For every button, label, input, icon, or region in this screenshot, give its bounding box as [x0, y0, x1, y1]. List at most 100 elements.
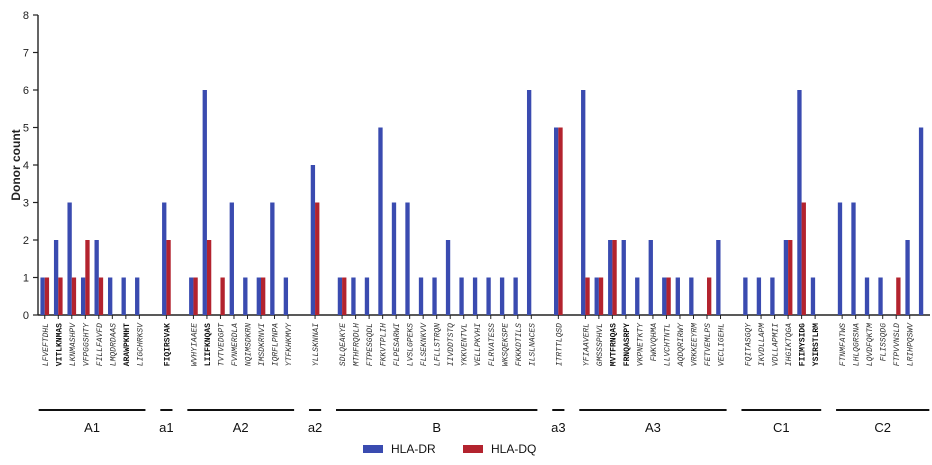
peptide-label: FRNQASRPY — [623, 323, 632, 366]
y-tick-label: 1 — [23, 273, 29, 285]
peptide-label: FIIMYSIDG — [799, 323, 808, 366]
bar-hla-dr — [648, 240, 653, 315]
peptide-label: VELLPKVHI — [474, 323, 483, 366]
bar-hla-dr — [229, 202, 234, 315]
bar-hla-dr — [459, 277, 464, 315]
bar-hla-dr — [864, 277, 870, 315]
group-label: a1 — [159, 420, 173, 435]
bar-hla-dr — [94, 240, 99, 315]
bar-hla-dr — [837, 202, 843, 315]
bar-hla-dq — [612, 240, 617, 315]
bar-hla-dr — [351, 277, 356, 315]
bar-hla-dr — [432, 277, 437, 315]
peptide-label: FKKKDTILS — [515, 323, 524, 366]
y-tick-label: 8 — [23, 10, 29, 22]
bar-hla-dr — [743, 277, 748, 315]
group-label: A3 — [645, 420, 661, 435]
y-tick-label: 2 — [23, 235, 29, 247]
peptide-label: FTNMFATWS — [839, 323, 848, 366]
bar-hla-dr — [581, 90, 586, 315]
bar-hla-dr — [851, 202, 856, 315]
bar-hla-dr — [905, 240, 910, 315]
group-label: C2 — [874, 420, 891, 435]
bar-hla-dq — [598, 277, 604, 315]
bar-hla-dr — [405, 202, 410, 315]
bar-hla-dr — [810, 277, 816, 315]
peptide-label: LFVEFTDHL — [42, 323, 51, 366]
peptide-label: IMSDKRNVI — [258, 323, 267, 366]
peptide-label: TVTVEDGPT — [217, 322, 226, 366]
bar-hla-dq — [896, 277, 901, 315]
bar-hla-dq — [342, 277, 347, 315]
bar-hla-dr — [202, 90, 207, 315]
bar-hla-dr — [80, 277, 86, 315]
legend-label-hla-dr: HLA-DR — [391, 442, 436, 456]
bar-hla-dq — [558, 127, 563, 315]
bar-hla-dr — [364, 277, 370, 315]
bar-hla-dr — [135, 277, 140, 315]
bar-hla-dr — [770, 277, 775, 315]
y-tick-label: 5 — [23, 123, 29, 135]
bar-hla-dr — [716, 240, 721, 315]
peptide-label: FQITASGQY — [745, 322, 754, 366]
bar-hla-dr — [108, 277, 113, 315]
bar-hla-dr — [554, 127, 559, 315]
bar-hla-dr — [270, 202, 275, 315]
peptide-label: IQRFLPNPA — [272, 323, 281, 366]
bar-hla-dr — [391, 202, 397, 315]
peptide-label: FLRVATESS — [488, 323, 497, 366]
bar-hla-dr — [756, 277, 762, 315]
peptide-label: VECLIGEHL — [718, 323, 727, 366]
bar-hla-dr — [689, 277, 694, 315]
bar-hla-dr — [878, 277, 883, 315]
peptide-label: LIIFKNQAS — [204, 323, 213, 366]
bar-hla-dr — [621, 240, 626, 315]
peptide-label: ARAWPKMHT — [123, 323, 132, 366]
peptide-label: FILLFAVFD — [96, 323, 105, 366]
peptide-label: FLPESARWI — [393, 323, 402, 366]
peptide-label: IHGIKTQGA — [785, 323, 794, 366]
bar-hla-dr — [675, 277, 680, 315]
peptide-label: NQIMSDKRN — [244, 323, 253, 366]
bar-hla-dr — [608, 240, 613, 315]
bar-hla-dq — [58, 277, 63, 315]
y-tick-label: 3 — [23, 198, 29, 210]
bar-hla-dr — [797, 90, 802, 315]
bar-hla-dq — [206, 240, 212, 315]
y-tick-label: 6 — [23, 85, 29, 97]
group-label: a2 — [308, 420, 322, 435]
peptide-label: VFPGGSHTY — [82, 322, 91, 366]
peptide-label: FKKVTPLIH — [380, 323, 389, 366]
bar-hla-dq — [193, 277, 198, 315]
bar-hla-dq — [261, 277, 266, 315]
peptide-label: FIQIRSVAK — [163, 323, 172, 366]
bar-hla-dr — [189, 277, 194, 315]
peptide-label: YFIAAVERL — [582, 323, 591, 366]
peptide-label: IIVDDTSTQ — [447, 323, 456, 366]
peptide-label: ITRTTLQSD — [555, 323, 564, 366]
bar-hla-dr — [378, 127, 383, 315]
bar-hla-dq — [166, 240, 171, 315]
bar-hla-dq — [707, 277, 712, 315]
peptide-label: SDLQEAKYE — [339, 323, 348, 366]
bar-hla-dr — [67, 202, 72, 315]
peptide-label: FETVEMLPS — [704, 323, 713, 366]
group-label: B — [432, 420, 441, 435]
peptide-label: WKSQEKSPE — [501, 323, 510, 366]
bar-hla-dr — [783, 240, 789, 315]
bar-hla-dr — [53, 240, 59, 315]
group-label: C1 — [773, 420, 790, 435]
bar-hla-dr — [418, 277, 424, 315]
peptide-label: MVTFRNQAS — [609, 323, 618, 366]
bar-hla-dq — [220, 277, 225, 315]
peptide-label: YLLSKNNAI — [312, 323, 321, 366]
bar-hla-dq — [44, 277, 50, 315]
bar-hla-dq — [585, 277, 590, 315]
peptide-label: VKPNETKTY — [636, 322, 645, 366]
y-tick-label: 7 — [23, 48, 29, 60]
bar-hla-dr — [162, 202, 167, 315]
y-tick-label: 0 — [23, 310, 29, 322]
peptide-label: YSIRSTLRM — [812, 323, 821, 366]
peptide-label: MTHFRQDLH — [353, 323, 362, 366]
